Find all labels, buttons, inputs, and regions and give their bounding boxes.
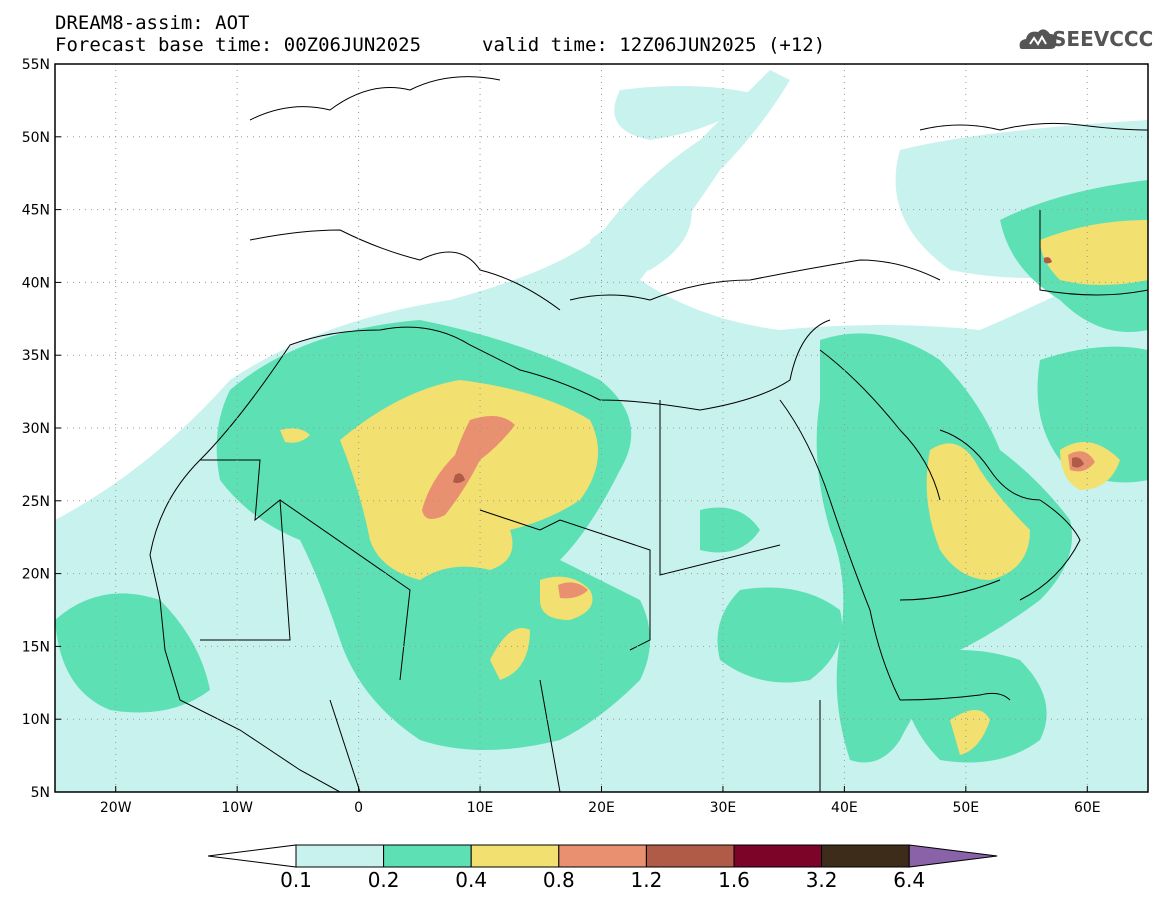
latitude-tick-label: 5N — [31, 785, 50, 801]
colorbar-swatch — [821, 844, 910, 868]
logo-text: SEEVCCC — [1052, 27, 1154, 51]
latitude-tick-label: 55N — [22, 57, 50, 73]
latitude-tick-label: 15N — [22, 639, 50, 655]
longitude-tick-label: 0 — [354, 800, 363, 816]
aot-level-1.2 — [453, 257, 1084, 484]
longitude-tick-label: 20E — [588, 800, 615, 816]
forecast-base-time: Forecast base time: 00Z06JUN2025 — [55, 34, 422, 56]
colorbar-level-label: 0.2 — [367, 868, 400, 892]
latitude-tick-label: 45N — [22, 203, 50, 219]
valid-time: valid time: 12Z06JUN2025 (+12) — [482, 34, 826, 56]
latitude-tick-label: 35N — [22, 348, 50, 364]
aot-field — [55, 64, 1148, 792]
colorbar-swatch — [558, 844, 647, 868]
latitude-tick-label: 50N — [22, 130, 50, 146]
lat-lon-grid — [55, 64, 1148, 792]
seevccc-cloud-logo-icon — [1019, 29, 1057, 49]
colorbar-swatch — [383, 844, 472, 868]
longitude-tick-label: 60E — [1074, 800, 1101, 816]
colorbar-level-label: 0.8 — [542, 868, 575, 892]
longitude-tick-label: 40E — [831, 800, 858, 816]
colorbar-level-label: 0.1 — [280, 868, 312, 892]
map-title: DREAM8-assim: AOT — [55, 12, 250, 34]
coastlines-borders — [149, 76, 1148, 792]
colorbar-level-label: 3.2 — [805, 868, 838, 892]
colorbar-level-label: 1.6 — [718, 868, 750, 892]
colorbar-swatch — [470, 844, 560, 868]
latitude-tick-label: 40N — [22, 275, 50, 291]
colorbar-swatch — [733, 844, 823, 868]
colorbar-level-label: 6.4 — [893, 868, 926, 892]
colorbar-swatch — [645, 844, 735, 868]
colorbar-level-label: 1.2 — [630, 868, 663, 892]
colorbar-under-arrow — [207, 844, 297, 868]
longitude-tick-label: 10W — [221, 800, 253, 816]
colorbar-swatch — [295, 844, 385, 868]
latitude-tick-label: 20N — [22, 567, 50, 583]
latitude-tick-label: 25N — [22, 494, 50, 510]
longitude-tick-label: 10E — [467, 800, 494, 816]
longitude-axis: 20W 10W 0 10E 20E 30E 40E 50E 60E — [100, 786, 1101, 816]
longitude-tick-label: 50E — [952, 800, 979, 816]
latitude-axis: 55N 50N 45N 40N 35N 30N 25N 20N 15N 10N 5N — [22, 57, 61, 801]
latitude-tick-label: 10N — [22, 712, 50, 728]
latitude-tick-label: 30N — [22, 421, 50, 437]
longitude-tick-label: 30E — [710, 800, 737, 816]
colorbar-over-arrow — [908, 844, 998, 868]
colorbar-level-label: 0.4 — [455, 868, 488, 892]
longitude-tick-label: 20W — [100, 800, 132, 816]
